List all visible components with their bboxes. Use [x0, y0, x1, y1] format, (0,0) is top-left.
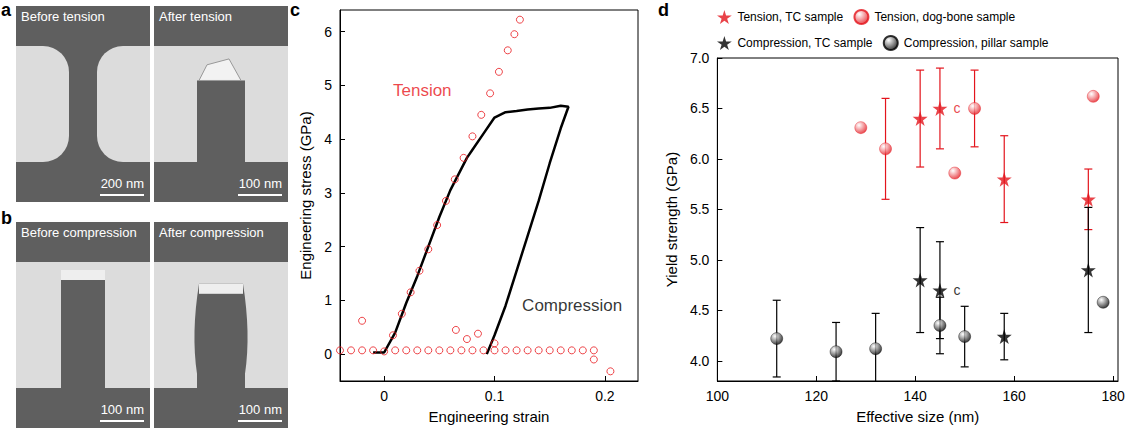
html-text:Before tension: Before tension [21, 9, 105, 24]
svg-text:Tension, dog-bone sample: Tension, dog-bone sample [874, 10, 1015, 24]
svg-text:4: 4 [324, 131, 332, 147]
svg-text:6.5: 6.5 [690, 100, 710, 116]
svg-text:Yield strength (GPa): Yield strength (GPa) [663, 152, 680, 287]
html-text:a: a [1, 0, 11, 20]
html-text:100 nm: 100 nm [100, 402, 144, 417]
svg-text:Compression: Compression [522, 296, 622, 315]
svg-text:Tension: Tension [393, 81, 452, 100]
svg-text:0: 0 [324, 346, 332, 362]
svg-text:7.0: 7.0 [690, 50, 710, 66]
svg-text:Effective size (nm): Effective size (nm) [856, 408, 979, 425]
svg-text:6: 6 [324, 24, 332, 40]
svg-text:0.2: 0.2 [595, 388, 615, 404]
svg-text:160: 160 [1002, 388, 1026, 404]
svg-text:5.5: 5.5 [690, 201, 710, 217]
svg-text:6.0: 6.0 [690, 151, 710, 167]
svg-text:Tension, TC sample: Tension, TC sample [737, 10, 843, 24]
html-text:100 nm: 100 nm [238, 176, 282, 191]
svg-text:1: 1 [324, 292, 332, 308]
svg-text:4.0: 4.0 [690, 353, 710, 369]
svg-text:4.5: 4.5 [690, 302, 710, 318]
svg-text:Engineering strain: Engineering strain [429, 408, 550, 425]
html-text:After compression: After compression [159, 225, 264, 240]
svg-text:Engineering stress (GPa): Engineering stress (GPa) [297, 111, 314, 279]
html-text:b: b [1, 208, 12, 228]
svg-text:3: 3 [324, 185, 332, 201]
html-text:After tension: After tension [159, 9, 232, 24]
svg-text:5.0: 5.0 [690, 252, 710, 268]
svg-text:180: 180 [1101, 388, 1125, 404]
svg-text:Compression, TC sample: Compression, TC sample [737, 36, 872, 50]
svg-text:2: 2 [324, 239, 332, 255]
svg-text:140: 140 [904, 388, 928, 404]
svg-text:Compression, pillar sample: Compression, pillar sample [904, 36, 1049, 50]
svg-text:5: 5 [324, 77, 332, 93]
html-text:200 nm: 200 nm [100, 176, 144, 191]
svg-text:0.1: 0.1 [485, 388, 505, 404]
svg-text:120: 120 [805, 388, 829, 404]
svg-text:c: c [953, 282, 960, 298]
svg-text:c: c [953, 100, 960, 116]
html-text:c: c [290, 0, 300, 20]
html-text:d: d [658, 0, 669, 20]
svg-text:100: 100 [706, 388, 730, 404]
svg-text:0: 0 [380, 388, 388, 404]
html-text:100 nm: 100 nm [238, 402, 282, 417]
html-text:Before compression: Before compression [21, 225, 137, 240]
